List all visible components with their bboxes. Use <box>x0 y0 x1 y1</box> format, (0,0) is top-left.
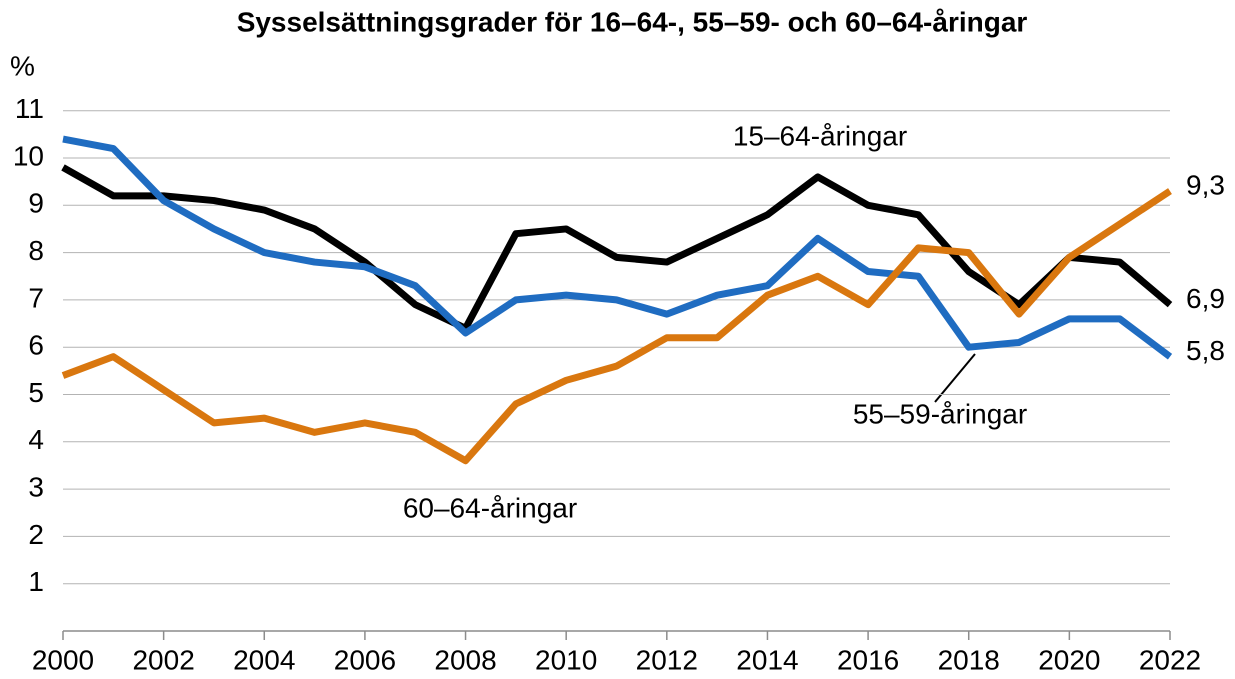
y-tick-label: 2 <box>28 519 44 550</box>
y-tick-label: 9 <box>28 188 44 219</box>
y-tick-label: 4 <box>28 424 44 455</box>
x-tick-label: 2006 <box>334 644 396 675</box>
x-tick-label: 2020 <box>1038 644 1100 675</box>
value-label: 5,8 <box>1186 335 1225 366</box>
y-tick-label: 1 <box>28 566 44 597</box>
chart-title: Sysselsättningsgrader för 16–64-, 55–59-… <box>237 6 1028 37</box>
x-tick-label: 2016 <box>837 644 899 675</box>
series-label: 60–64-åringar <box>403 492 577 523</box>
x-tick-label: 2000 <box>32 644 94 675</box>
y-tick-label: 6 <box>28 330 44 361</box>
x-tick-label: 2018 <box>938 644 1000 675</box>
x-tick-label: 2014 <box>736 644 798 675</box>
x-tick-label: 2012 <box>636 644 698 675</box>
series-line <box>62 135 1173 360</box>
series-line <box>61 164 1173 332</box>
series-label: 55–59-åringar <box>853 398 1027 429</box>
y-tick-label: 10 <box>13 140 44 171</box>
series-line <box>61 188 1172 465</box>
x-tick-label: 2010 <box>535 644 597 675</box>
value-label: 6,9 <box>1186 283 1225 314</box>
series-label: 15–64-åringar <box>733 120 907 151</box>
x-tick-label: 2022 <box>1139 644 1201 675</box>
x-tick-label: 2008 <box>434 644 496 675</box>
x-tick-label: 2004 <box>233 644 295 675</box>
y-tick-label: 8 <box>28 235 44 266</box>
y-tick-label: 3 <box>28 471 44 502</box>
y-unit: % <box>10 50 35 81</box>
x-tick-label: 2002 <box>132 644 194 675</box>
value-label: 9,3 <box>1186 170 1225 201</box>
y-tick-label: 11 <box>15 93 44 124</box>
y-tick-label: 7 <box>28 282 44 313</box>
y-tick-label: 5 <box>28 377 44 408</box>
